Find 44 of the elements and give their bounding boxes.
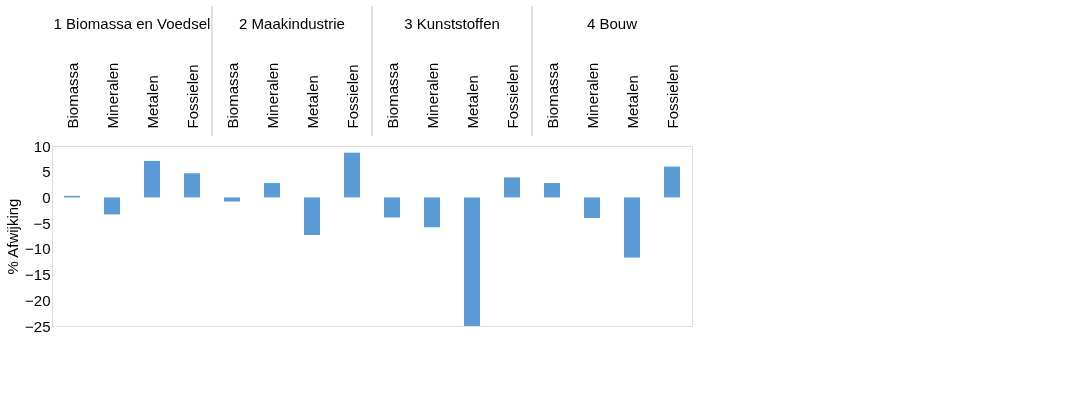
x-tick-label: Biomassa [543,61,561,129]
y-tick-label: −25 [25,317,51,335]
x-tick-label: Fossielen [343,64,361,129]
text: 4 Bouw [586,15,638,32]
y-tick-label: 10 [33,137,51,155]
y-tick-label: −5 [33,214,51,232]
x-tick-label: Mineralen [263,62,281,129]
y-tick-label: −20 [25,291,51,309]
bar [304,197,320,235]
y-axis-title: % Afwijking [4,198,22,275]
x-tick-label: Mineralen [423,62,441,129]
x-tick-label: Metalen [623,75,641,129]
bar [344,152,360,198]
bar [184,173,200,198]
x-tick-label: Metalen [463,75,481,129]
x-tick-label: Biomassa [383,61,401,129]
bar [144,160,160,198]
text: 1 Biomassa en Voedsel [53,15,211,32]
bar [464,197,480,326]
y-tick-label: −10 [25,240,51,258]
y-tick-label: 5 [42,163,51,181]
y-tick-label: −15 [25,266,51,284]
x-tick-label: Fossielen [503,64,521,129]
x-tick-label: Fossielen [183,64,201,129]
bar [584,197,600,218]
x-tick-label: Biomassa [223,61,241,129]
x-tick-label: Mineralen [583,62,601,129]
text: 2 Maakindustrie [239,15,345,32]
bar [504,177,520,198]
x-tick-label: Fossielen [663,64,681,129]
bar [544,183,560,198]
x-tick-label: Metalen [143,75,161,129]
y-tick-label: 0 [42,188,51,206]
bar [424,197,440,228]
x-tick-label: Mineralen [103,62,121,129]
bar [224,197,240,202]
x-tick-label: Biomassa [63,61,81,129]
bar [384,197,400,218]
bar [264,183,280,198]
text: 3 Kunststoffen [404,15,500,32]
bar [104,197,120,215]
bar [664,166,680,198]
x-tick-label: Metalen [303,75,321,129]
bar [624,197,640,258]
